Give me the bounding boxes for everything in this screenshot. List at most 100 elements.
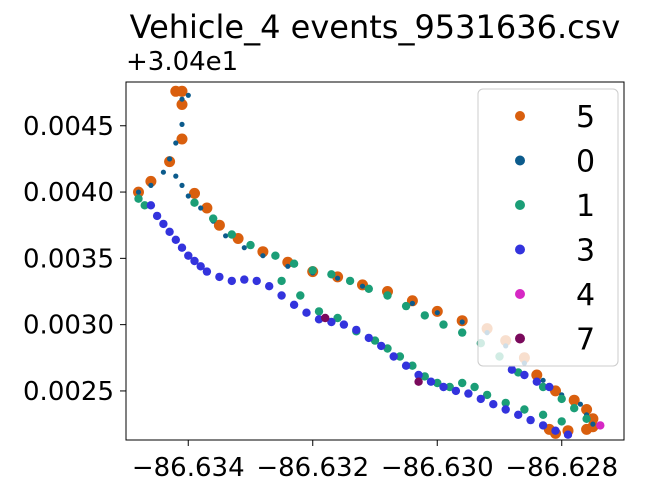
data-point [277,276,286,286]
data-point [364,284,373,293]
data-point [433,378,442,388]
data-point [271,251,280,260]
data-point [501,405,510,414]
data-point [179,182,185,188]
y-offset-label: +3.04e1 [126,47,238,77]
data-point [359,283,366,289]
x-tick-label: −86.634 [132,453,245,483]
data-point [252,276,261,286]
data-point [171,235,180,244]
plot-marks [133,85,605,439]
data-point [146,201,156,210]
data-point [520,405,529,414]
legend-label: 5 [576,100,595,135]
y-tick-label: 0.0030 [23,311,114,341]
data-point [202,267,212,276]
y-tick-label: 0.0045 [23,112,114,142]
data-point [335,275,341,281]
x-axis: −86.634 −86.632 −86.630 −86.628 [132,440,618,483]
data-point [582,414,591,423]
data-point [176,99,188,110]
data-point [489,400,498,409]
legend: 5 0 1 3 4 7 [477,88,619,367]
data-point [538,421,548,430]
data-point [184,251,193,260]
y-tick-label: 0.0025 [23,377,114,407]
data-point [190,198,199,207]
data-point [289,259,299,268]
legend-marker [515,289,525,299]
legend-label: 1 [576,189,595,224]
data-point [445,382,454,392]
data-point [434,310,440,316]
legend-marker [515,333,525,344]
data-point [476,394,485,404]
legend-label: 4 [576,278,595,313]
data-point [257,246,269,258]
data-point [545,382,554,392]
x-tick-label: −86.630 [381,453,494,483]
data-point [185,92,191,98]
data-point [215,272,224,282]
data-point [227,230,236,239]
data-point [389,352,398,361]
x-tick-label: −86.628 [505,453,618,483]
data-point [134,194,143,203]
data-point [327,317,336,327]
data-point [409,300,415,306]
data-point [198,205,204,211]
data-point [377,341,386,351]
data-point [439,320,448,329]
y-axis: 0.0025 0.0030 0.0035 0.0040 0.0045 [23,112,126,407]
data-point [164,156,176,168]
data-point [596,421,605,430]
data-point [451,386,461,396]
data-point [333,313,342,323]
data-point [173,173,179,179]
data-point [420,311,429,320]
data-point [185,193,191,199]
data-point [538,382,548,392]
data-point [531,369,543,381]
data-point [501,398,510,408]
data-point [179,121,185,127]
data-point [557,417,566,426]
data-point [587,413,599,425]
data-point [383,291,392,300]
data-point [414,377,423,386]
data-point [538,410,548,419]
data-point [201,202,213,214]
data-point [532,377,541,386]
data-point [551,426,560,435]
data-point [458,378,467,388]
data-point [190,256,199,266]
data-point [540,377,546,383]
legend-label: 7 [576,323,595,358]
data-point [176,133,188,145]
data-point [240,275,249,284]
data-point [408,361,417,370]
data-point [401,301,411,311]
data-point [176,85,188,97]
data-point [160,169,166,175]
data-point [383,344,392,353]
legend-label: 0 [576,145,595,180]
data-point [179,96,185,102]
data-point [148,182,154,188]
legend-label: 3 [576,234,595,269]
data-point [173,140,179,146]
data-point [308,266,317,275]
x-tick-label: −86.632 [256,453,369,483]
data-point [165,227,174,236]
data-point [482,390,492,400]
data-point [285,263,291,269]
data-point [260,253,266,259]
y-tick-label: 0.0035 [23,244,114,274]
series-4 [596,421,605,430]
data-point [406,295,418,307]
data-point [590,421,596,427]
data-point [345,276,355,286]
data-point [213,219,225,231]
series-7 [321,313,423,386]
